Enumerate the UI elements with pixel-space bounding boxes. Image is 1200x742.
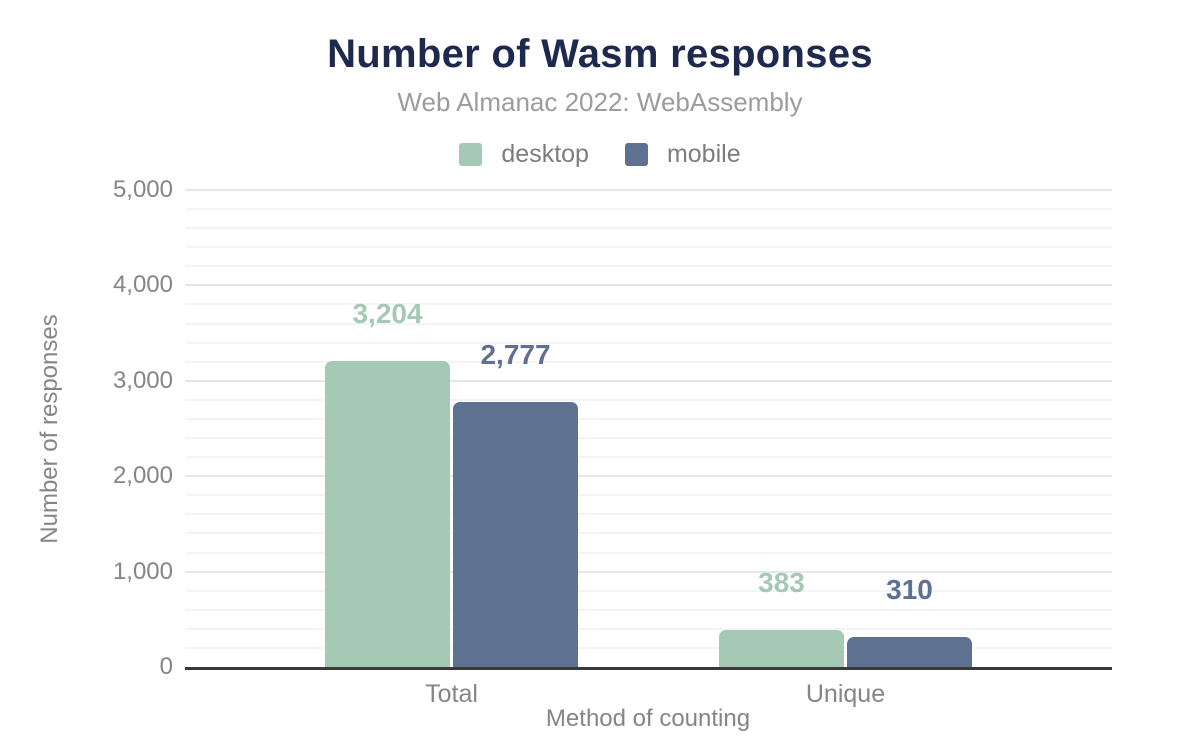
minor-gridline-2200	[185, 456, 1112, 459]
minor-gridline-2600	[185, 417, 1112, 420]
minor-gridline-2400	[185, 437, 1112, 440]
x-axis-title: Method of counting	[545, 705, 751, 732]
bar-mobile-unique[interactable]	[847, 637, 972, 667]
y-axis-title: Number of responses	[36, 314, 63, 544]
value-label-mobile-unique: 310	[886, 574, 933, 606]
legend-item-desktop[interactable]: desktop	[459, 140, 589, 169]
y-tick-label-0: 0	[159, 653, 173, 680]
legend: desktop mobile	[0, 140, 1200, 169]
minor-gridline-1200	[185, 551, 1112, 554]
x-category-label-unique: Unique	[805, 680, 886, 708]
x-category-label-total: Total	[425, 680, 478, 708]
minor-gridline-3600	[185, 322, 1112, 325]
minor-gridline-800	[185, 589, 1112, 592]
y-tick-label-5000: 5,000	[112, 176, 173, 203]
minor-gridline-4200	[185, 265, 1112, 268]
desktop-legend-swatch-icon	[459, 143, 483, 166]
major-gridline-5000	[185, 189, 1112, 191]
major-gridline-1000	[185, 570, 1112, 573]
major-gridline-3000	[185, 379, 1112, 382]
minor-gridline-3400	[185, 341, 1112, 344]
chart-subtitle: Web Almanac 2022: WebAssembly	[397, 87, 803, 117]
bar-desktop-total[interactable]	[325, 361, 450, 667]
minor-gridline-1400	[185, 532, 1112, 535]
major-gridline-2000	[185, 475, 1112, 478]
bar-desktop-unique[interactable]	[719, 630, 844, 667]
mobile-legend-label: mobile	[666, 140, 741, 168]
y-tick-label-4000: 4,000	[112, 271, 173, 299]
desktop-legend-label: desktop	[501, 140, 589, 168]
y-tick-label-3000: 3,000	[112, 366, 173, 394]
minor-gridline-4400	[185, 246, 1112, 249]
chart-title: Number of Wasm responses	[327, 32, 873, 76]
minor-gridline-3200	[185, 360, 1112, 363]
minor-gridline-200	[185, 646, 1112, 649]
value-label-desktop-total: 3,204	[352, 298, 423, 330]
legend-item-mobile[interactable]: mobile	[624, 140, 741, 169]
minor-gridline-4600	[185, 227, 1112, 230]
bar-mobile-total[interactable]	[453, 402, 578, 667]
y-tick-label-1000: 1,000	[112, 557, 173, 585]
minor-gridline-1800	[185, 494, 1112, 497]
mobile-legend-swatch-icon	[624, 143, 648, 166]
minor-gridline-600	[185, 608, 1112, 611]
minor-gridline-1600	[185, 513, 1112, 516]
value-label-desktop-unique: 383	[758, 567, 805, 599]
x-axis-line	[185, 667, 1112, 670]
minor-gridline-2800	[185, 398, 1112, 401]
minor-gridline-400	[185, 627, 1112, 630]
value-label-mobile-total: 2,777	[480, 339, 551, 371]
y-tick-label-2000: 2,000	[112, 462, 173, 490]
minor-gridline-3800	[185, 303, 1112, 306]
major-gridline-4000	[185, 284, 1112, 287]
minor-gridline-4800	[185, 208, 1112, 211]
